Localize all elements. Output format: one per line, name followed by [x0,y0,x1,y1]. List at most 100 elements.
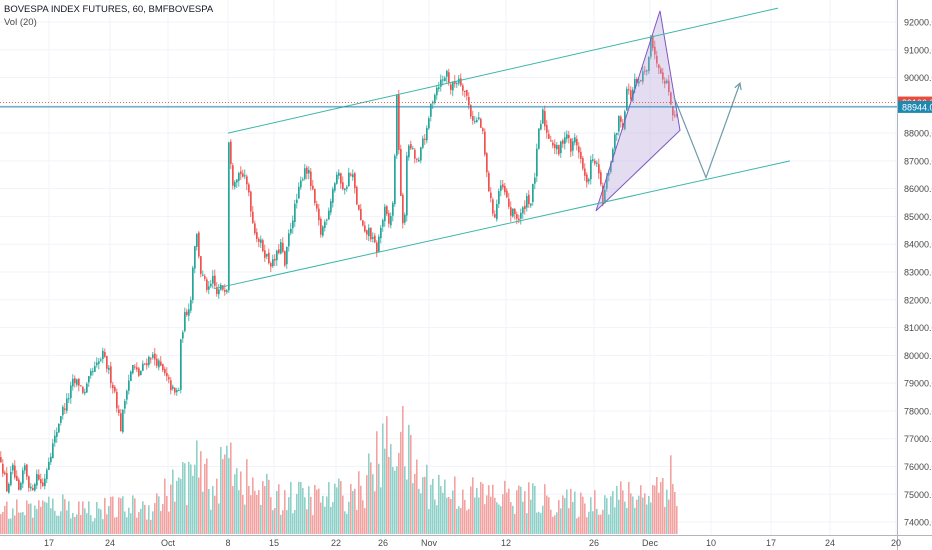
price-tick-label: 78000.0 [904,406,932,416]
candle-body [480,118,482,128]
volume-bar [570,488,572,534]
volume-bar [334,483,336,534]
volume-bar [94,518,96,534]
candle-body [100,359,102,361]
candle-body [252,211,254,223]
volume-bar [576,518,578,534]
candle-body [60,416,62,423]
candle-body [492,199,494,214]
candle-body [42,482,44,486]
candle-body [634,78,636,89]
candle-body [648,57,650,71]
candle-body [468,97,470,106]
volume-bar [468,509,470,534]
volume-bar [332,502,334,534]
candle-body [282,242,284,252]
candle-body [176,390,178,393]
candle-body [516,214,518,219]
volume-bar [54,510,56,534]
time-tick-label: 8 [225,538,230,548]
candle-body [244,175,246,177]
volume-bar [428,509,430,534]
volume-bar [666,489,668,534]
candle-body [646,70,648,72]
candle-body [284,251,286,266]
candle-body [426,127,428,141]
volume-bar [612,491,614,534]
volume-bar [256,494,258,534]
candle-body [226,290,228,292]
volume-bar [374,491,376,534]
candle-body [410,144,412,149]
candle-body [402,194,404,224]
volume-bar [112,496,114,534]
volume-bar [344,511,346,534]
volume-bar [188,461,190,534]
candle-body [524,205,526,210]
volume-bar [46,502,48,534]
candle-body [264,250,266,258]
candle-body [146,363,148,366]
candle-body [674,114,676,116]
volume-bar [346,513,348,534]
candle-body [212,275,214,284]
candle-body [534,177,536,184]
volume-bar [328,482,330,534]
volume-bar [554,515,556,534]
candle-body [184,312,186,332]
candle-body [258,238,260,242]
candle-body [330,201,332,213]
candle-body [154,353,156,360]
volume-bar [652,485,654,534]
volume-bar [362,500,364,534]
volume-bar [300,481,302,534]
candle-body [2,463,4,474]
candle-body [600,172,602,185]
candle-body [274,259,276,261]
volume-bar [500,506,502,534]
candle-body [74,378,76,384]
candle-body [106,355,108,369]
candle-body [530,203,532,206]
volume-bar [338,478,340,534]
volume-bar [184,463,186,534]
candle-body [124,401,126,409]
drawings [213,7,791,290]
candle-body [300,180,302,188]
candle-body [14,465,16,478]
volume-bar [354,488,356,534]
volume-bar [56,515,58,534]
volume-bar [152,511,154,534]
candle-body [312,185,314,190]
candle-body [316,203,318,209]
candle-body [136,367,138,370]
volume-bar [644,493,646,534]
volume-bar [604,495,606,534]
volume-bar [366,475,368,534]
volume-bar [648,495,650,534]
volume-bar [502,494,504,534]
candle-body [640,80,642,82]
volume-bar [176,480,178,534]
price-tick-label: 92000.0 [904,18,932,28]
volume-bar [160,511,162,534]
volume-bar [146,519,148,534]
volume-bar [558,500,560,534]
candle-body [62,406,64,416]
volume-bar [446,497,448,534]
volume-bar [402,406,404,534]
volume-bar [148,505,150,534]
candle-body [494,214,496,218]
price-tick-label: 83000.0 [904,268,932,278]
candle-body [370,227,372,240]
candle-body [526,196,528,208]
volume-bar [660,482,662,534]
volume-bar [90,515,92,534]
volume-bar [622,490,624,534]
price-tick-label: 75000.0 [904,490,932,500]
candle-body [394,155,396,205]
volume-bar [286,510,288,534]
candle-body [382,220,384,227]
volume-bar [522,501,524,534]
